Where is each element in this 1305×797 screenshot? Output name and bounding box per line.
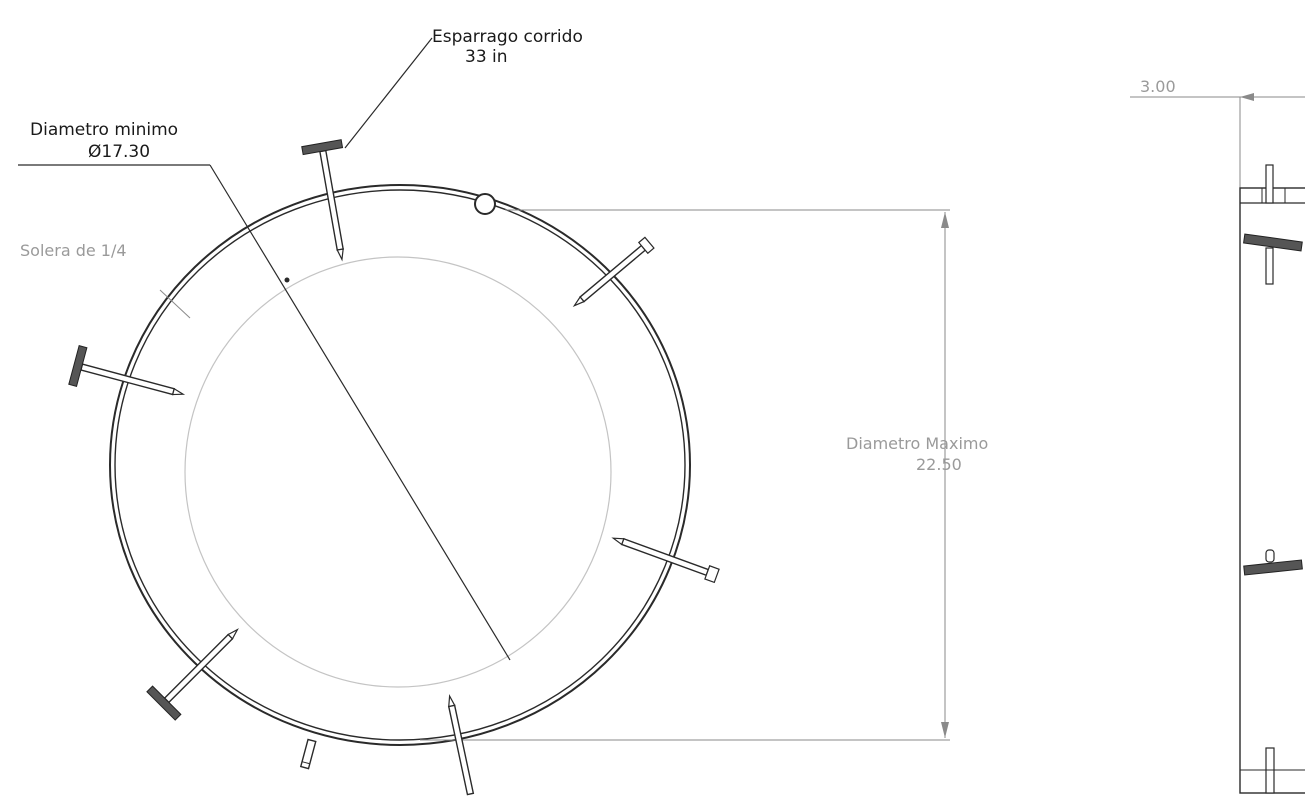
stud-left: [68, 345, 186, 396]
outer-ring-outer: [109, 184, 691, 746]
stud-upper-right: [572, 236, 655, 308]
side-bolt-bottom: [1240, 747, 1305, 794]
stud-leader-line: [344, 37, 433, 149]
stud-title-label: Esparrago corrido: [432, 27, 583, 47]
lifting-eye: [474, 193, 496, 215]
min-diameter-title: Diametro minimo: [30, 120, 178, 140]
max-diameter-value: 22.50: [916, 455, 962, 474]
stud-right: [611, 537, 720, 584]
stud-bottom: [447, 694, 475, 796]
stud-top: [301, 139, 344, 262]
side-bolt-upper: [1243, 233, 1303, 285]
stud-bottom-small: [299, 738, 317, 770]
outer-ring-inner: [114, 189, 686, 741]
side-top-stud: [1265, 164, 1274, 204]
min-diameter-leader: [209, 164, 511, 661]
inner-diameter-circle: [184, 256, 612, 688]
plate-label: Solera de 1/4: [20, 241, 127, 260]
side-width-label: 3.00: [1140, 77, 1176, 96]
max-dim-arrow-top: [941, 212, 949, 228]
min-diameter-dot: [284, 277, 290, 283]
max-dim-arrow-bottom: [941, 722, 949, 738]
plate-leader-line: [159, 289, 191, 319]
min-diameter-value: Ø17.30: [88, 142, 150, 162]
max-diameter-title: Diametro Maximo: [846, 434, 988, 453]
stud-length-label: 33 in: [465, 47, 508, 67]
side-bolt-middle: [1243, 549, 1303, 576]
side-body: [1239, 187, 1305, 794]
side-dim-arrow: [1240, 93, 1254, 101]
side-view: [1130, 93, 1305, 794]
stud-lower-left: [146, 628, 239, 721]
front-view: [18, 37, 950, 796]
